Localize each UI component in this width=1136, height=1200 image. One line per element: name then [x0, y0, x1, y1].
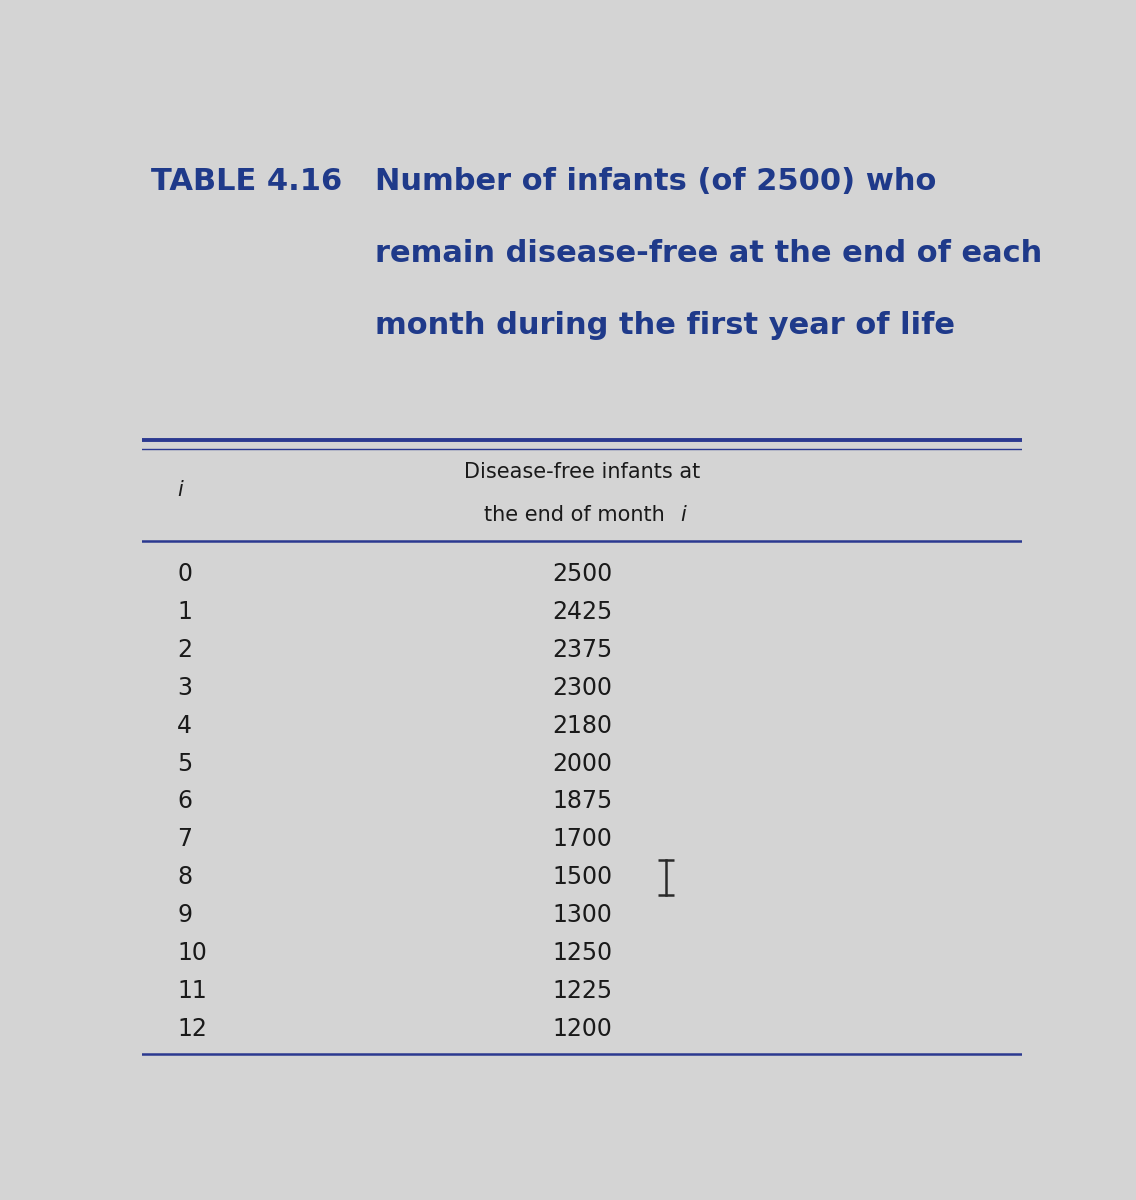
Text: 2180: 2180 — [552, 714, 612, 738]
Text: 2000: 2000 — [552, 751, 612, 775]
Text: 3: 3 — [177, 676, 192, 700]
Text: 11: 11 — [177, 979, 207, 1003]
Text: 1225: 1225 — [552, 979, 612, 1003]
Text: 1250: 1250 — [552, 941, 612, 965]
Text: 2500: 2500 — [552, 562, 612, 586]
Text: 6: 6 — [177, 790, 192, 814]
Text: 2425: 2425 — [552, 600, 612, 624]
Text: TABLE 4.16: TABLE 4.16 — [151, 167, 342, 196]
Text: the end of month: the end of month — [484, 505, 671, 526]
Text: 1500: 1500 — [552, 865, 612, 889]
Text: 1875: 1875 — [552, 790, 612, 814]
Text: i: i — [680, 505, 686, 526]
Text: 7: 7 — [177, 827, 192, 851]
Text: i: i — [177, 480, 183, 500]
Text: 1700: 1700 — [552, 827, 612, 851]
Text: 1300: 1300 — [552, 904, 612, 928]
Text: 2375: 2375 — [552, 638, 612, 662]
Text: 9: 9 — [177, 904, 192, 928]
Text: 12: 12 — [177, 1016, 207, 1040]
Text: remain disease-free at the end of each: remain disease-free at the end of each — [375, 239, 1043, 268]
Text: 2: 2 — [177, 638, 192, 662]
Text: month during the first year of life: month during the first year of life — [375, 311, 955, 341]
Text: 10: 10 — [177, 941, 207, 965]
Text: Disease-free infants at: Disease-free infants at — [465, 462, 700, 482]
Text: 5: 5 — [177, 751, 192, 775]
Text: 0: 0 — [177, 562, 192, 586]
Text: 8: 8 — [177, 865, 192, 889]
Text: 1200: 1200 — [552, 1016, 612, 1040]
Text: 1: 1 — [177, 600, 192, 624]
Text: 2300: 2300 — [552, 676, 612, 700]
Text: 4: 4 — [177, 714, 192, 738]
Text: Number of infants (of 2500) who: Number of infants (of 2500) who — [375, 167, 937, 196]
